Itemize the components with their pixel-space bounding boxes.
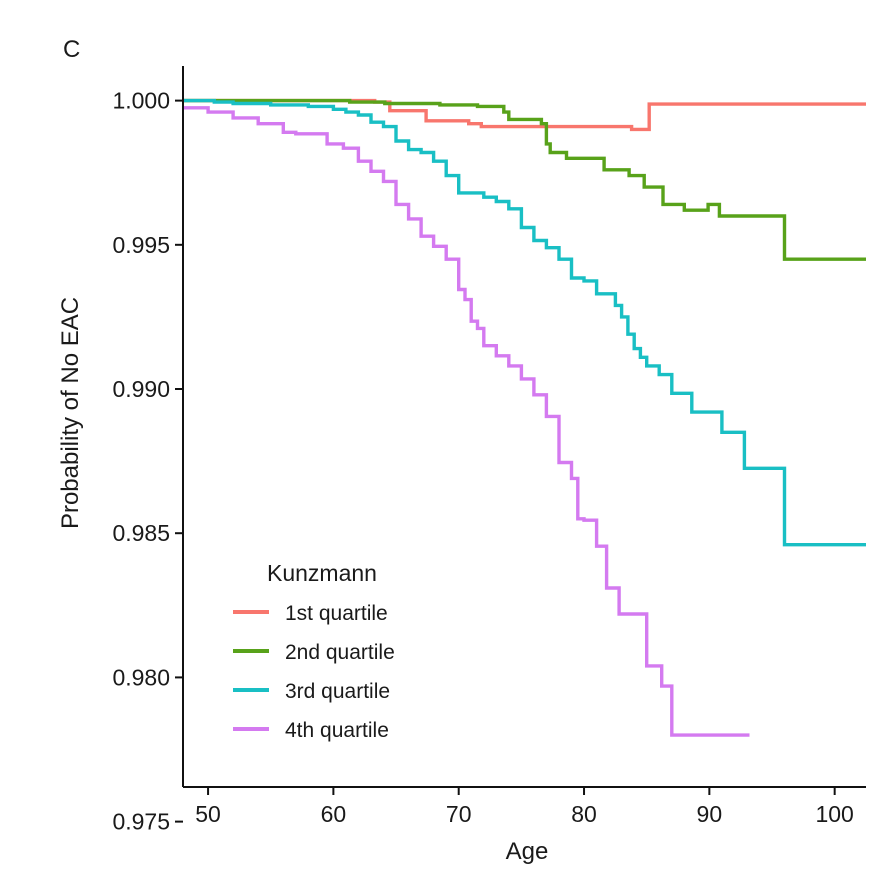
x-tick-label: 70 [446,801,472,827]
series-line-2 [183,98,866,261]
legend-items: 1st quartile 2nd quartile 3rd quartile 4th … [233,602,395,742]
x-tick-label: 50 [195,801,221,827]
series-lines [183,98,866,737]
panel-label: C [63,36,80,63]
x-tick-label: 80 [571,801,597,827]
x-axis-title: Age [506,838,549,865]
legend-label-4: 4th quartile [285,719,389,742]
y-tick-label: 0.990 [112,376,170,402]
y-tick-label: 1.000 [112,88,170,114]
series-line-3 [183,98,866,547]
y-axis-title: Probability of No EAC [57,297,84,529]
y-tick-label: 0.980 [112,664,170,690]
y-tick-label: 0.995 [112,232,170,258]
x-axis-ticks: 50 60 70 80 90 100 [195,787,854,827]
y-axis-ticks: 1.000 0.995 0.990 0.985 0.980 0.975 [112,88,183,835]
x-tick-label: 100 [815,801,853,827]
y-tick-label: 0.985 [112,520,170,546]
legend-title: Kunzmann [267,560,377,586]
series-line-4 [183,106,750,737]
legend: Kunzmann 1st quartile 2nd quartile 3rd qua… [233,560,395,742]
legend-label-1: 1st quartile [285,602,388,625]
y-tick-label: 0.975 [112,809,170,835]
x-tick-label: 60 [321,801,347,827]
x-tick-label: 90 [697,801,723,827]
legend-label-3: 3rd quartile [285,680,390,703]
legend-label-2: 2nd quartile [285,641,395,664]
